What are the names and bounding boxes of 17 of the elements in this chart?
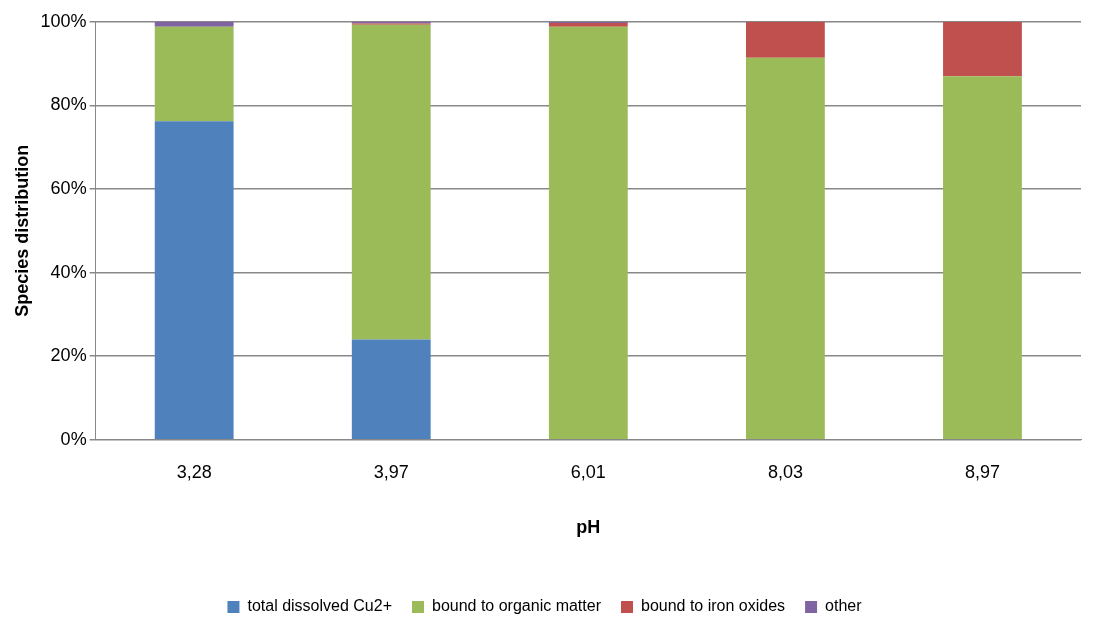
- y-tick-label: 20%: [50, 345, 87, 366]
- x-tick-label: 3,97: [373, 461, 409, 482]
- legend-label: total dissolved Cu2+: [247, 597, 392, 615]
- y-tick-label: 100%: [40, 10, 87, 31]
- y-tick-label: 80%: [50, 94, 87, 115]
- x-tick-label: 8,97: [964, 461, 1000, 482]
- y-tick-label: 60%: [50, 177, 87, 198]
- y-axis-title: Species distribution: [11, 144, 32, 317]
- y-tick-label: 0%: [60, 428, 87, 449]
- y-tick-label: 40%: [50, 261, 87, 282]
- legend-label: other: [825, 597, 863, 615]
- legend-label: bound to organic matter: [431, 597, 602, 615]
- x-tick-label: 3,28: [176, 461, 212, 482]
- legend-label: bound to iron oxides: [640, 597, 786, 615]
- x-tick-label: 8,03: [767, 461, 803, 482]
- x-axis-title: pH: [576, 517, 601, 538]
- x-tick-label: 6,01: [570, 461, 606, 482]
